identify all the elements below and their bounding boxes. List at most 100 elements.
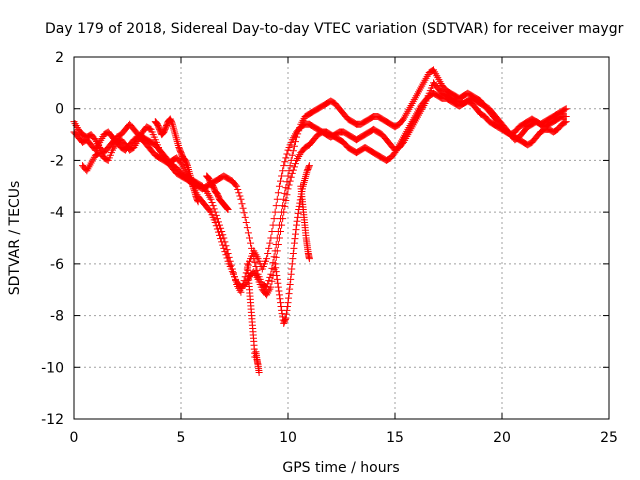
data-point	[220, 244, 228, 252]
data-point	[218, 238, 226, 246]
data-point	[294, 209, 302, 217]
data-point	[282, 154, 290, 162]
data-point	[283, 303, 291, 311]
data-point	[305, 162, 313, 170]
data-point	[255, 368, 263, 376]
data-point	[277, 177, 285, 185]
data-point	[219, 231, 227, 239]
data-point	[251, 259, 259, 267]
data-point	[295, 127, 303, 135]
data-point	[562, 118, 570, 126]
data-point	[222, 251, 230, 259]
data-point	[242, 218, 250, 226]
data-point	[207, 195, 215, 203]
data-point	[288, 260, 296, 268]
data-point	[253, 266, 261, 274]
data-point	[293, 217, 301, 225]
data-point	[170, 124, 178, 132]
data-point	[219, 241, 227, 249]
y-tick-label: -10	[41, 360, 64, 376]
data-point	[271, 247, 279, 255]
data-point	[267, 234, 275, 242]
data-point	[171, 128, 179, 136]
y-tick-label: -4	[50, 205, 64, 221]
data-point	[266, 273, 274, 281]
data-point	[288, 265, 296, 273]
data-point	[562, 105, 570, 113]
data-point	[218, 228, 226, 236]
data-point	[291, 230, 299, 238]
data-point	[279, 202, 287, 210]
data-point	[277, 303, 285, 311]
y-tick-label: -2	[50, 153, 64, 169]
data-point	[238, 200, 246, 208]
data-point	[245, 234, 253, 242]
data-point	[223, 254, 231, 262]
data-point	[289, 147, 297, 155]
data-point	[302, 173, 310, 181]
data-point	[281, 158, 289, 166]
data-point	[275, 182, 283, 190]
data-point	[173, 136, 181, 144]
data-point	[172, 134, 180, 142]
plot-frame	[73, 56, 610, 420]
data-point	[209, 202, 217, 210]
data-point	[248, 244, 256, 252]
data-point	[265, 244, 273, 252]
data-point	[223, 204, 231, 212]
data-point	[305, 163, 313, 171]
data-point	[272, 240, 280, 248]
data-point	[273, 275, 281, 283]
data-point	[283, 150, 291, 158]
data-point	[278, 310, 286, 318]
data-point	[171, 130, 179, 138]
data-point	[287, 275, 295, 283]
data-point	[214, 228, 222, 236]
x-tick-label: 5	[177, 430, 186, 446]
data-point	[241, 213, 249, 221]
data-point	[561, 105, 569, 113]
data-point	[263, 255, 271, 263]
data-point	[271, 208, 279, 216]
y-axis-label: SDTVAR / TECUs	[7, 181, 23, 296]
data-point	[284, 172, 292, 180]
data-point	[287, 156, 295, 164]
data-point	[268, 228, 276, 236]
data-point	[266, 239, 274, 247]
x-tick-label: 10	[279, 430, 297, 446]
y-tick-label: 2	[55, 50, 64, 66]
data-point	[224, 205, 232, 213]
grid-lines	[74, 57, 609, 419]
data-point	[244, 261, 252, 269]
data-point	[236, 192, 244, 200]
chart-title: Day 179 of 2018, Sidereal Day-to-day VTE…	[45, 21, 624, 37]
data-point	[265, 277, 273, 285]
data-point	[277, 299, 285, 307]
data-point	[278, 172, 286, 180]
data-point	[275, 291, 283, 299]
data-point	[289, 250, 297, 258]
data-point	[290, 163, 298, 171]
data-point	[183, 160, 191, 168]
data-point	[294, 213, 302, 221]
data-point	[300, 178, 308, 186]
x-tick-label: 0	[70, 430, 79, 446]
data-series-sdtvar	[70, 66, 570, 376]
data-point	[289, 255, 297, 263]
data-point	[301, 176, 309, 184]
data-point	[213, 215, 221, 223]
data-point	[276, 295, 284, 303]
x-axis-label: GPS time / hours	[282, 460, 399, 476]
data-point	[224, 206, 232, 214]
data-point	[174, 140, 182, 148]
data-point	[283, 306, 291, 314]
data-point	[232, 181, 240, 189]
data-point	[273, 195, 281, 203]
data-point	[291, 160, 299, 168]
data-point	[274, 228, 282, 236]
data-point	[221, 248, 229, 256]
data-point	[283, 178, 291, 186]
data-point	[194, 198, 202, 206]
data-point	[280, 162, 288, 170]
data-point	[233, 182, 241, 190]
